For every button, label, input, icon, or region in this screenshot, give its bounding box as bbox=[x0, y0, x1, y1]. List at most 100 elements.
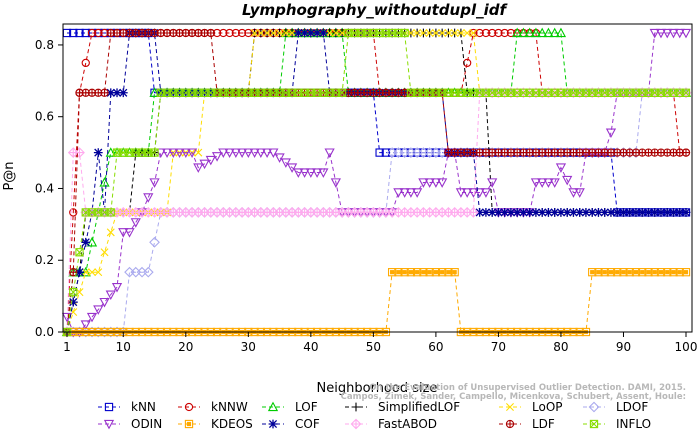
data-point-odin bbox=[243, 148, 254, 158]
data-point-loop bbox=[425, 29, 434, 37]
data-point-odin bbox=[530, 178, 542, 188]
data-point-inflo bbox=[563, 88, 572, 97]
legend-item-fastabod: FastABOD bbox=[345, 417, 437, 431]
data-point-inflo bbox=[475, 88, 484, 97]
data-point-inflo bbox=[325, 88, 334, 97]
legend-label: INFLO bbox=[616, 417, 651, 431]
data-point-cof bbox=[587, 208, 597, 217]
data-point-inflo bbox=[400, 28, 409, 38]
credit-line-2: On the Evaluation of Unsupervised Outlie… bbox=[369, 383, 686, 393]
data-point-lof bbox=[518, 27, 529, 38]
data-point-kdeos bbox=[669, 268, 678, 277]
data-point-loop bbox=[263, 29, 272, 37]
data-point-cof bbox=[475, 208, 485, 217]
series-line-ldf bbox=[66, 32, 686, 333]
data-point-kdeos bbox=[665, 270, 670, 275]
data-point-ldf bbox=[681, 148, 691, 157]
data-point-kdeos bbox=[644, 268, 653, 277]
data-point-cof bbox=[606, 208, 616, 217]
x-tick-label: 80 bbox=[553, 340, 568, 354]
data-point-knnw bbox=[219, 28, 228, 38]
legend-swatch-marker bbox=[589, 419, 599, 429]
data-point-cof bbox=[500, 208, 510, 217]
y-axis: 0.0 0.2 0.4 0.6 0.8 bbox=[35, 38, 63, 339]
data-point-odin bbox=[311, 168, 323, 178]
data-point-loop bbox=[469, 29, 478, 37]
data-point-inflo bbox=[412, 88, 422, 97]
data-point-knnw bbox=[231, 28, 240, 38]
data-point-cof bbox=[656, 208, 666, 217]
data-point-inflo bbox=[250, 88, 259, 97]
series-line-knnw bbox=[66, 32, 686, 333]
data-point-odin bbox=[668, 28, 679, 39]
data-point-loop bbox=[438, 29, 447, 37]
data-point-inflo bbox=[581, 88, 591, 97]
data-point-kdeos bbox=[425, 268, 434, 277]
data-point-inflo bbox=[319, 88, 328, 97]
data-point-lof bbox=[512, 27, 523, 38]
data-point-loop bbox=[469, 29, 478, 37]
data-point-cof bbox=[619, 208, 628, 217]
data-point-odin bbox=[430, 178, 442, 188]
data-point-inflo bbox=[294, 88, 303, 97]
data-point-odin bbox=[86, 312, 98, 323]
data-point-kdeos bbox=[406, 268, 416, 277]
data-point-inflo bbox=[682, 88, 690, 97]
data-point-inflo bbox=[656, 88, 666, 97]
data-point-odin bbox=[543, 178, 554, 188]
legend-label: kNNW bbox=[211, 400, 248, 414]
data-point-knnw bbox=[87, 28, 97, 38]
data-point-inflo bbox=[281, 88, 290, 97]
data-point-lof bbox=[99, 177, 110, 187]
data-point-kdeos bbox=[425, 268, 434, 277]
data-point-odin bbox=[280, 158, 291, 168]
data-point-odin bbox=[105, 290, 116, 300]
data-point-cof bbox=[575, 208, 585, 217]
credit-line-1: Campos, Zimek, Sander, Campello, Micenko… bbox=[341, 392, 686, 402]
data-point-knnw bbox=[481, 28, 491, 38]
data-point-kdeos bbox=[452, 270, 457, 275]
x-tick-label: 20 bbox=[178, 340, 193, 354]
data-point-ldof bbox=[149, 236, 160, 248]
data-point-kdeos bbox=[681, 268, 691, 277]
data-point-inflo bbox=[231, 88, 240, 97]
data-point-odin bbox=[424, 178, 435, 188]
data-point-odin bbox=[93, 305, 104, 315]
legend-swatch-marker bbox=[506, 403, 514, 411]
data-point-odin bbox=[86, 312, 98, 323]
data-point-odin bbox=[462, 188, 473, 198]
legend-label: COF bbox=[295, 417, 320, 431]
data-point-kdeos bbox=[450, 268, 459, 277]
data-point-inflo bbox=[94, 208, 103, 217]
series-line-kdeos bbox=[67, 271, 686, 333]
legend-swatch-marker bbox=[351, 402, 361, 412]
data-point-inflo bbox=[362, 28, 372, 38]
data-point-kdeos bbox=[619, 268, 628, 277]
data-point-cof bbox=[118, 88, 128, 98]
legend-label: LOF bbox=[295, 400, 318, 414]
data-point-odin bbox=[412, 188, 423, 198]
series-line-cof bbox=[66, 32, 686, 333]
x-tick-label: 1 bbox=[63, 340, 71, 354]
data-point-inflo bbox=[431, 88, 441, 97]
data-point-odin bbox=[124, 228, 135, 238]
data-point-loop bbox=[94, 268, 103, 277]
data-point-cof bbox=[81, 237, 91, 247]
x-tick-label: 50 bbox=[366, 340, 381, 354]
series-ldf bbox=[62, 28, 691, 337]
data-point-inflo bbox=[187, 88, 197, 97]
data-point-loop bbox=[269, 29, 278, 37]
data-point-odin bbox=[180, 148, 191, 158]
data-point-inflo bbox=[162, 88, 172, 97]
data-point-inflo bbox=[613, 88, 622, 97]
data-point-inflo bbox=[150, 148, 159, 157]
data-point-cof bbox=[556, 208, 566, 217]
data-point-kdeos bbox=[656, 268, 666, 277]
data-point-kdeos bbox=[400, 268, 409, 277]
data-point-ldf bbox=[207, 29, 215, 37]
x-tick-label: 10 bbox=[116, 340, 131, 354]
data-point-odin bbox=[236, 148, 248, 158]
y-tick-label: 0.0 bbox=[35, 325, 54, 339]
data-point-inflo bbox=[400, 29, 409, 37]
data-point-lof bbox=[543, 27, 554, 38]
